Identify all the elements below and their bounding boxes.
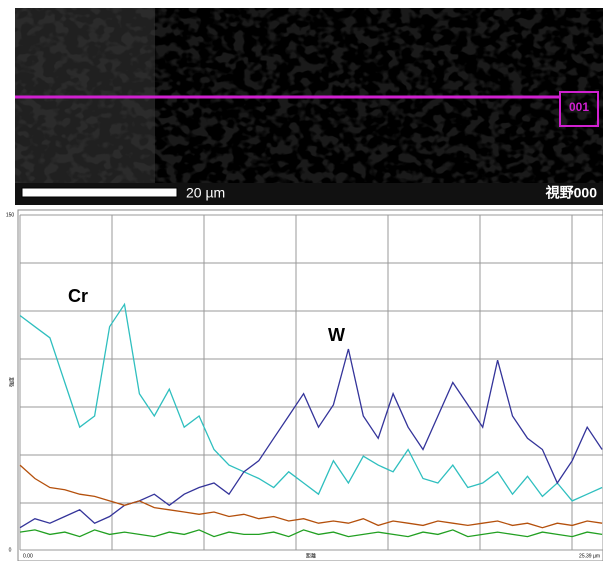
series-line [19,302,603,502]
scale-text: 20 µm [186,185,225,201]
grid [20,215,603,550]
x-axis-label: 距離 [306,552,316,559]
scale-bar [21,187,178,198]
micrograph [15,8,603,205]
series-line [19,529,603,538]
x-tick-label: 0.00 [23,553,33,559]
scan-box [559,91,599,127]
series-annotation: Cr [68,286,88,306]
x-tick-label: 25.39 µm [579,553,600,559]
field-label: 視野000 [545,185,598,201]
series-line [19,464,603,529]
line-label: 001 [569,100,589,114]
series-annotation: W [328,325,345,345]
y-axis-label: 強度 [8,377,15,387]
series-line [19,348,603,529]
y-tick-label: 150 [6,212,15,218]
y-tick-label: 0 [9,547,12,553]
